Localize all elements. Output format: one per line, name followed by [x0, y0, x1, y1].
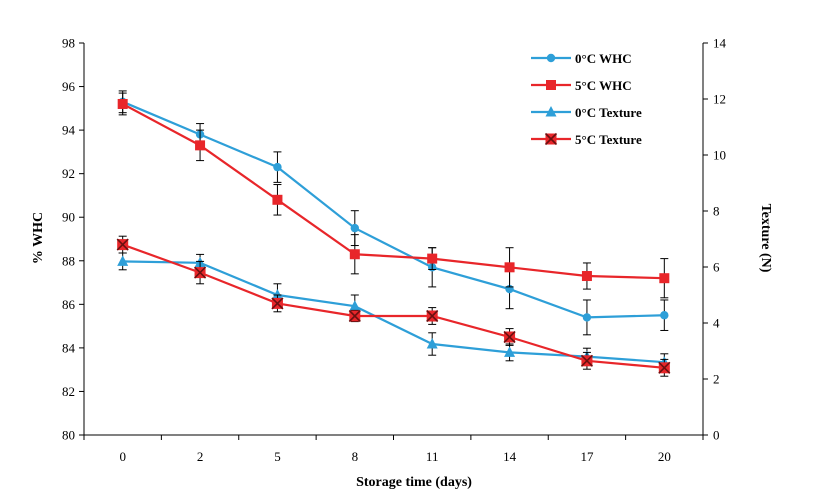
legend-label: 0°C Texture: [575, 105, 642, 120]
legend-marker: [546, 53, 556, 63]
legend-item: 5°C WHC: [531, 78, 632, 93]
data-point: [272, 194, 283, 205]
data-point: [195, 140, 206, 151]
data-point: [117, 255, 129, 266]
plot-frame: [83, 43, 704, 436]
series-5-c-whc: [117, 92, 670, 299]
data-point: [273, 162, 282, 172]
data-point: [349, 300, 361, 311]
legend-label: 5°C Texture: [575, 132, 642, 147]
data-point: [658, 361, 671, 374]
x-tick-label: 0: [119, 449, 126, 464]
data-point: [116, 238, 129, 251]
right-tick-label: 8: [713, 204, 720, 219]
data-point: [117, 98, 128, 109]
marker-cross: [503, 330, 516, 344]
right-axis: 0 2 4 6 8 10 12 14: [703, 36, 727, 443]
x-tick-label: 17: [580, 449, 594, 464]
x-tick-label: 8: [352, 449, 359, 464]
right-tick-label: 0: [713, 428, 720, 443]
x-tick-label: 14: [503, 449, 517, 464]
left-tick-label: 98: [62, 36, 75, 51]
marker-cross: [271, 297, 284, 310]
data-point: [659, 273, 670, 284]
marker-cross: [348, 309, 361, 323]
series-0-c-whc: [118, 90, 669, 336]
series-layer: [116, 90, 671, 377]
data-point: [660, 311, 669, 320]
marker-cross: [544, 132, 558, 146]
left-axis: 80 82 84 86 88 90 92 94 96 98: [62, 36, 84, 443]
data-point: [348, 309, 361, 323]
x-tick-label: 5: [274, 449, 281, 464]
left-tick-label: 80: [62, 428, 75, 443]
data-point: [349, 249, 360, 260]
x-tick-label: 20: [658, 449, 671, 464]
data-point: [504, 346, 516, 357]
data-point: [581, 271, 592, 282]
series-line: [122, 103, 665, 280]
right-y-axis-title: Texture (N): [758, 204, 773, 273]
data-point: [193, 266, 207, 279]
series-line: [122, 243, 665, 369]
data-point: [271, 289, 283, 300]
legend-label: 0°C WHC: [575, 51, 632, 66]
right-tick-label: 14: [713, 36, 727, 51]
right-tick-label: 4: [713, 316, 720, 331]
legend: 0°C WHC 5°C WHC 0°C Texture 5°C Texture: [531, 51, 642, 147]
left-tick-label: 82: [62, 384, 75, 399]
series-line: [122, 100, 665, 319]
data-point: [427, 253, 438, 264]
legend-marker: [544, 132, 558, 146]
data-point: [582, 313, 592, 322]
left-tick-label: 96: [62, 79, 76, 94]
legend-item: 0°C WHC: [531, 51, 632, 66]
right-tick-label: 10: [713, 148, 726, 163]
x-tick-label: 11: [426, 449, 439, 464]
x-axis-title: Storage time (days): [356, 475, 472, 490]
left-y-axis-title: % WHC: [31, 212, 46, 264]
legend-label: 5°C WHC: [575, 78, 632, 93]
data-point: [426, 309, 439, 323]
marker-cross: [193, 266, 207, 279]
left-tick-label: 86: [62, 297, 76, 312]
data-point: [503, 330, 516, 344]
x-axis: 0 2 5 8 11 14 17 20: [83, 435, 704, 464]
left-tick-label: 92: [62, 166, 75, 181]
left-tick-label: 88: [62, 253, 75, 268]
data-point: [504, 262, 515, 273]
marker-cross: [658, 361, 671, 374]
left-tick-label: 84: [62, 340, 76, 355]
left-tick-label: 94: [62, 123, 76, 138]
marker-cross: [426, 309, 439, 323]
data-point: [350, 223, 360, 233]
marker-cross: [116, 238, 129, 251]
legend-item: 5°C Texture: [531, 132, 642, 147]
x-tick-label: 2: [197, 449, 204, 464]
series-5-c-texture: [116, 235, 671, 377]
right-tick-label: 2: [713, 372, 720, 387]
right-tick-label: 12: [713, 92, 726, 107]
legend-marker: [546, 80, 556, 90]
legend-marker: [545, 106, 557, 117]
data-point: [580, 354, 594, 367]
right-tick-label: 6: [713, 260, 720, 275]
data-point: [271, 297, 284, 310]
data-point: [426, 338, 438, 349]
marker-cross: [580, 354, 594, 367]
left-tick-label: 90: [62, 210, 75, 225]
legend-item: 0°C Texture: [531, 105, 642, 120]
